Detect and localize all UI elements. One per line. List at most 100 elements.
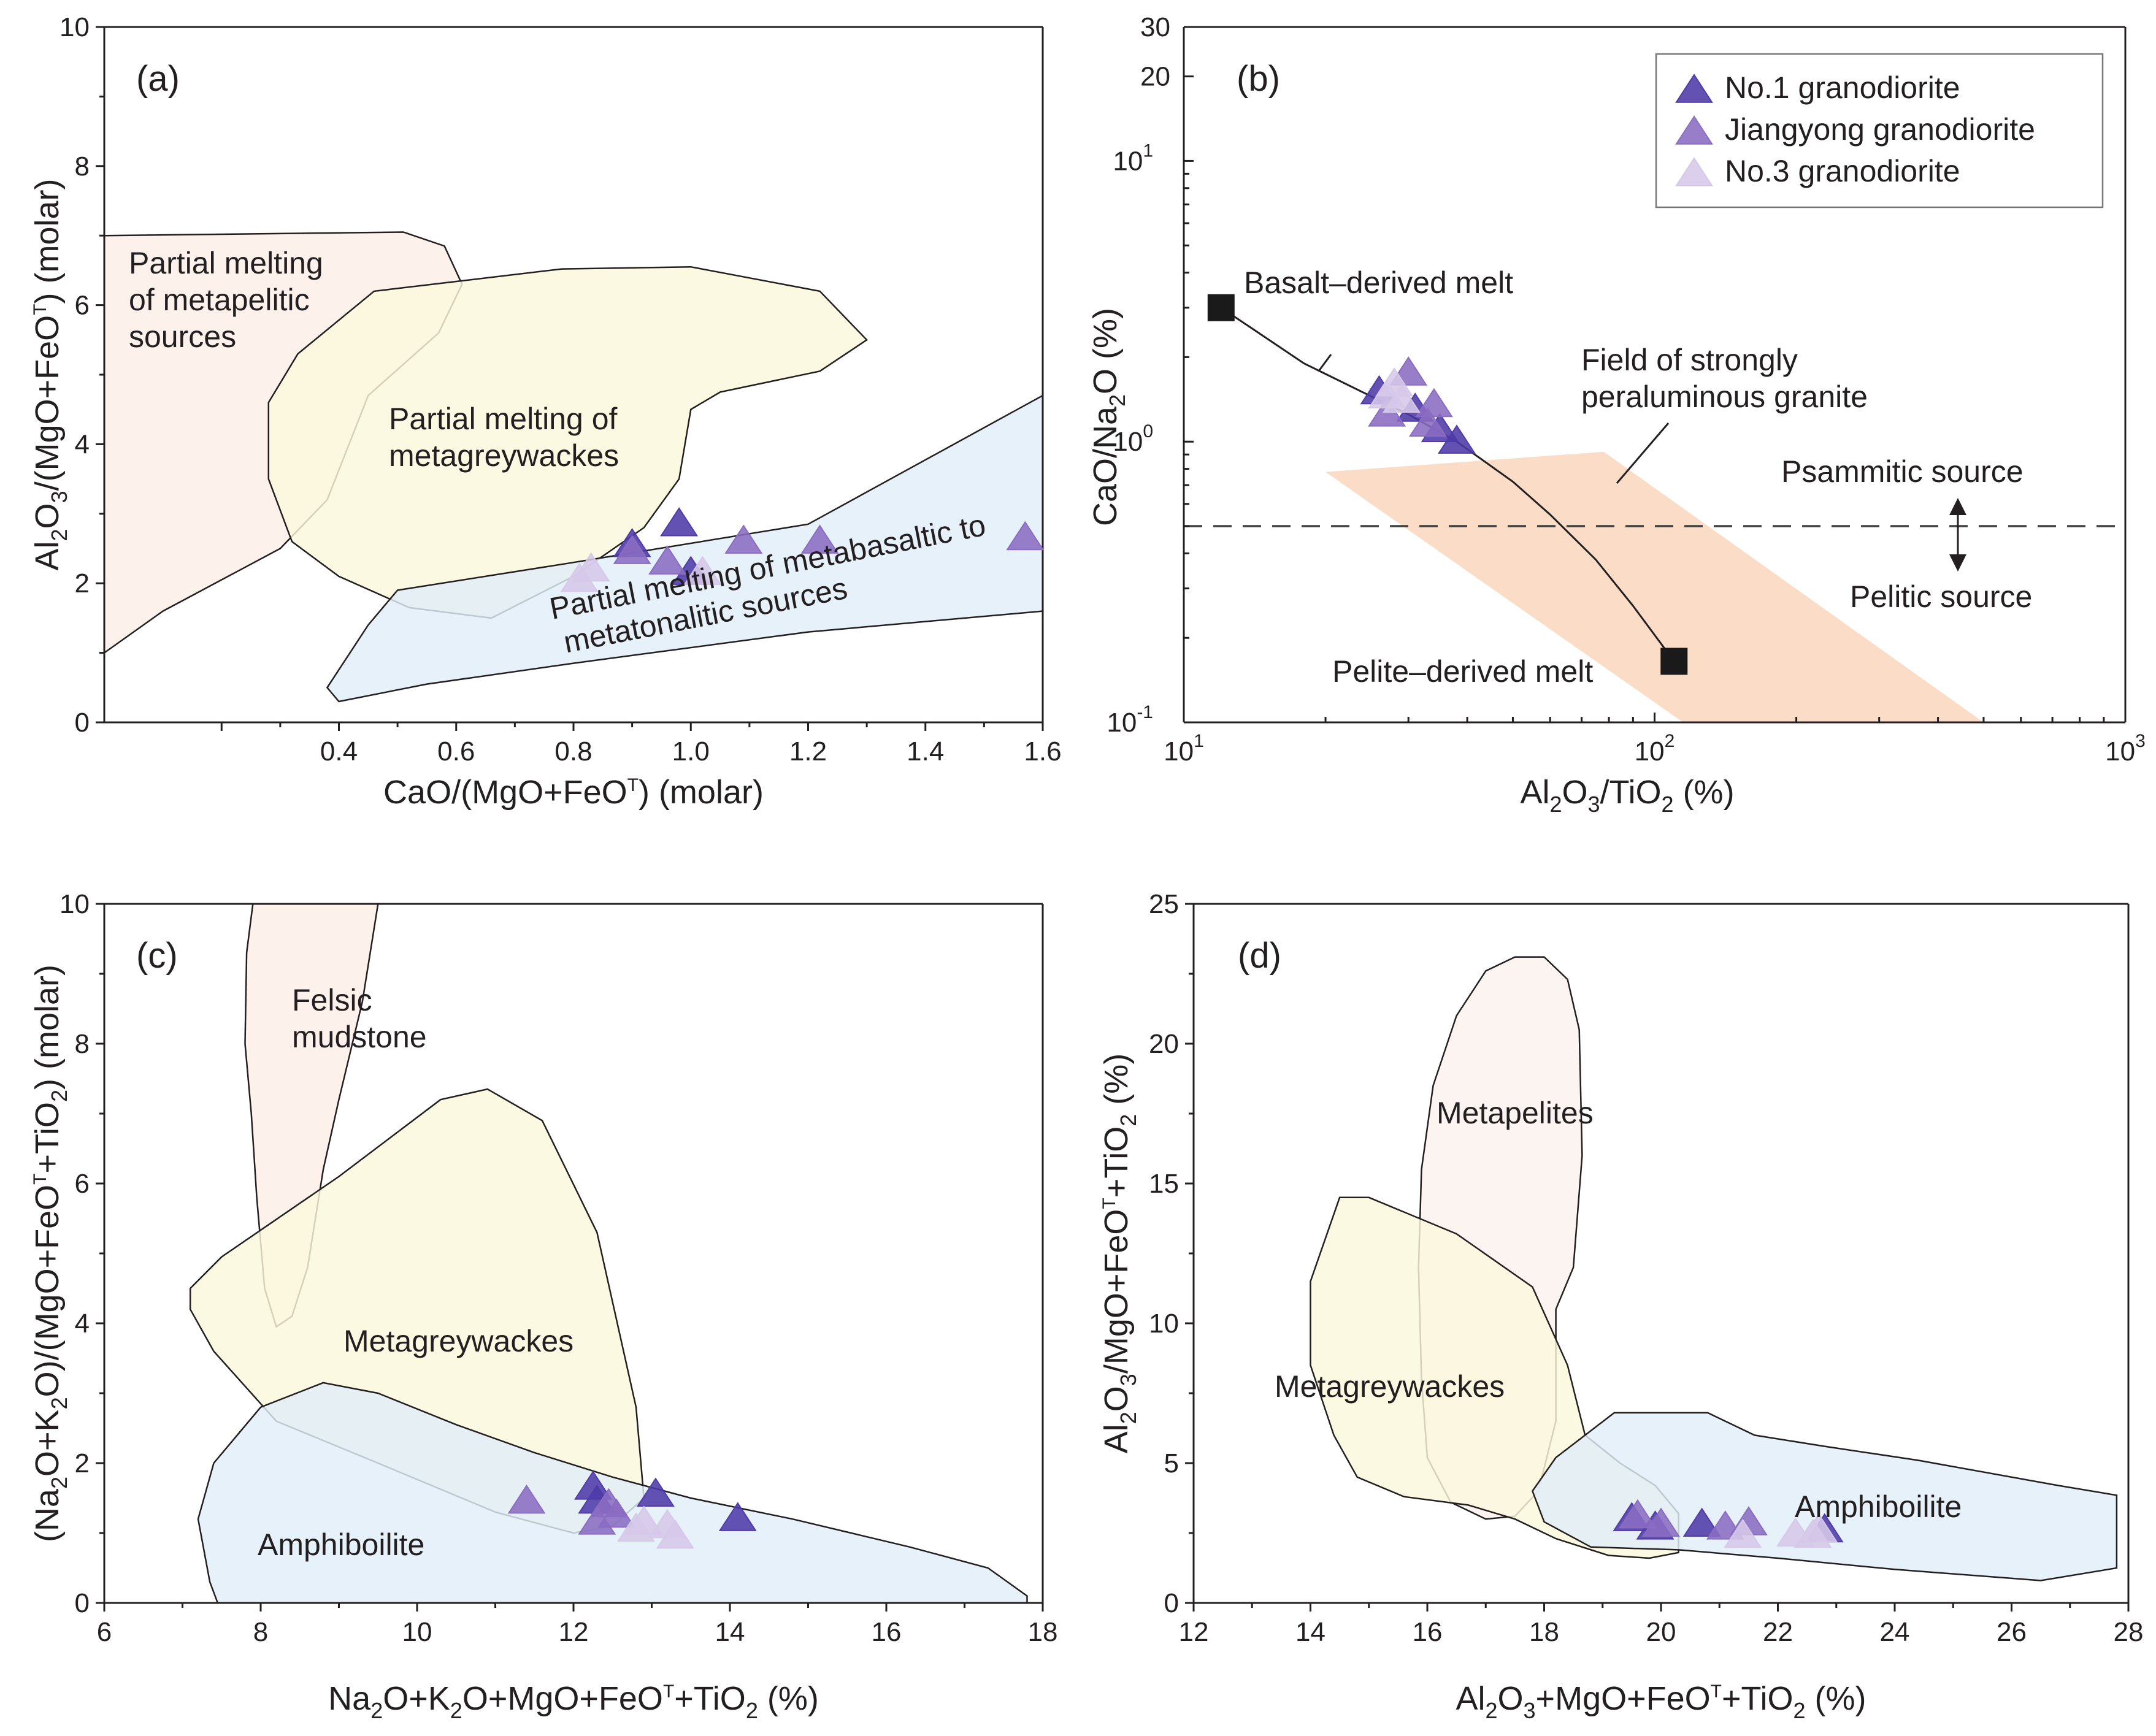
panel-d-ticks: 12 14 16 18 20 22 24 26 28 0 5 10 15 20 25	[1149, 889, 2143, 1647]
panel-d-y-tick-label: 25	[1149, 889, 1179, 919]
panel-c-y-tick-label: 6	[75, 1169, 90, 1199]
panel-a-points	[560, 507, 1045, 592]
panel-b-y-tick-label: 20	[1140, 62, 1170, 92]
panel-b-y-tick-exponent: 0	[1143, 421, 1153, 442]
panel-d-field-label-metapelites: Metapelites	[1437, 1096, 1594, 1130]
panel-c-x-tick-label: 6	[97, 1617, 112, 1647]
legend-label-2: No.3 granodiorite	[1725, 154, 1960, 188]
legend-marker-1	[1675, 115, 1713, 145]
panel-a-point-jiangyong	[800, 524, 839, 554]
panel-a-point-jiangyong	[1006, 521, 1045, 551]
panel-c-x-tick-label: 8	[253, 1617, 268, 1647]
panel-b-y-title: CaO/Na2O (%)	[1087, 308, 1130, 526]
panel-d-x-title: Al2O3+MgO+FeOT+TiO2 (%)	[1456, 1680, 1866, 1723]
panel-b-point-no3	[1382, 383, 1421, 413]
panel-d-field-label-amphiboilite: Amphiboilite	[1795, 1489, 1962, 1524]
panel-b-y-tick-label: 10-1	[1107, 702, 1153, 738]
panel-c-ticks: 6 8 10 12 14 16 18 0 2 4 6 8 10	[59, 889, 1057, 1647]
panel-b-field-label-peraluminous: Field of strongly peraluminous granite	[1581, 343, 1868, 414]
panel-c-points	[507, 1470, 757, 1549]
panel-c-field-label-metagreywacke: Metagreywackes	[343, 1324, 574, 1358]
panel-a-field-2	[326, 394, 1044, 703]
panel-d-fields	[1310, 956, 2118, 1581]
panel-b-x-tick-label: 101	[1164, 731, 1204, 767]
legend-label-1: Jiangyong granodiorite	[1725, 112, 2035, 147]
panel-c-y-tick-label: 0	[75, 1588, 90, 1618]
panel-a-x-title: CaO/(MgO+FeOT) (molar)	[383, 774, 764, 811]
panel-d-point-no3	[1724, 1518, 1762, 1548]
panel-a-point-no1	[660, 507, 699, 537]
panel-c-fields	[189, 903, 1028, 1604]
panel-b-y-tick-label: 101	[1113, 140, 1153, 176]
panel-c-y-tick-label: 8	[75, 1029, 90, 1059]
panel-b-x-tick-label: 102	[1635, 731, 1675, 767]
panel-d-x-tick-label: 20	[1646, 1617, 1676, 1647]
panel-d-x-tick-label: 28	[2114, 1617, 2144, 1647]
panel-b-x-tick-exponent: 2	[1665, 731, 1675, 751]
legend-marker-2	[1675, 157, 1713, 186]
panel-b-point-no1	[1438, 424, 1476, 454]
panel-c-point-no1	[718, 1502, 757, 1531]
panel-c-y-tick-label: 4	[75, 1309, 90, 1339]
panel-c-point-jiangyong	[507, 1484, 546, 1514]
panel-d-x-tick-label: 18	[1529, 1617, 1559, 1647]
panel-b-x-title: Al2O3/TiO2 (%)	[1520, 774, 1734, 817]
panel-d-x-tick-label: 14	[1295, 1617, 1325, 1647]
panel-d-point-jiangyong	[1618, 1499, 1657, 1529]
panel-b-source-arrow	[1949, 498, 1966, 572]
panel-c-x-title: Na2O+K2O+MgO+FeOT+TiO2 (%)	[328, 1680, 819, 1723]
legend-items: No.1 granodiorite Jiangyong granodiorite N…	[1675, 71, 2035, 188]
panel-d-points	[1613, 1499, 1844, 1548]
panel-a-y-title: Al2O3/(MgO+FeOT) (molar)	[29, 179, 72, 571]
panel-c-field-label-felsic: Felsic mudstone	[292, 983, 427, 1054]
panel-c-point-no1	[636, 1477, 675, 1507]
panel-c-label: (c)	[136, 936, 178, 976]
panel-d-x-tick-label: 24	[1880, 1617, 1910, 1647]
panel-b-x-tick-exponent: 3	[2135, 731, 2146, 751]
panel-a-point-no3	[683, 556, 722, 585]
panel-a-point-jiangyong	[613, 535, 651, 564]
panel-c-x-tick-label: 14	[715, 1617, 745, 1647]
panel-d-y-tick-label: 10	[1149, 1309, 1179, 1339]
panel-d-point-no3	[1800, 1513, 1838, 1543]
panel-c-y-tick-label: 10	[59, 889, 90, 919]
legend: No.1 granodiorite Jiangyong granodiorite N…	[1655, 53, 2104, 208]
panel-a-y-tick-label: 6	[75, 291, 90, 321]
panel-b-x-tick-label: 103	[2105, 731, 2146, 767]
panel-a-field-label-metapelitic: Partial melting of metapelitic sources	[129, 246, 332, 354]
panel-a-y-tick-label: 8	[75, 151, 90, 182]
panel-d-y-title: Al2O3/MgO+FeOT+TiO2 (%)	[1098, 1053, 1141, 1454]
panel-a-x-tick-label: 1.2	[789, 736, 827, 767]
panel-c-point-no3	[624, 1505, 663, 1535]
panel-a-x-tick-label: 1.0	[672, 736, 710, 767]
panel-a-y-tick-label: 4	[75, 429, 90, 459]
legend-label-0: No.1 granodiorite	[1725, 71, 1960, 105]
panel-d-field-2	[1531, 1412, 2118, 1581]
panel-b-curve-tick	[1318, 354, 1332, 372]
panel-b-field-peraluminous	[1325, 451, 1984, 722]
panel-b-y-tick-exponent: -1	[1137, 702, 1153, 722]
panel-c-y-tick-label: 2	[75, 1448, 90, 1478]
panel-b-pelitic-label: Pelitic source	[1850, 579, 2032, 614]
panel-c-y-title: (Na2O+K2O)/(MgO+FeOT+TiO2) (molar)	[29, 965, 72, 1542]
panel-c-point-jiangyong	[578, 1505, 616, 1535]
panel-d: 12 14 16 18 20 22 24 26 28 0 5 10 15 20 25 (d) Metapel…	[1098, 889, 2143, 1723]
panel-d-y-tick-label: 20	[1149, 1029, 1179, 1059]
panel-a: 0.4 0.6 0.8 1.0 1.2 1.4 1.6 0 2 4 6 8 10 (a) Partial…	[29, 12, 1062, 811]
panel-b-end-member-label-pelite: Pelite–derived melt	[1332, 654, 1593, 689]
panel-c-x-tick-label: 10	[402, 1617, 432, 1647]
panel-d-point-no1	[1682, 1507, 1721, 1537]
panel-a-x-tick-label: 1.4	[907, 736, 944, 767]
panel-a-ticks: 0.4 0.6 0.8 1.0 1.2 1.4 1.6 0 2 4 6 8 10	[59, 12, 1062, 767]
panel-a-y-tick-label: 0	[75, 708, 90, 738]
panel-b-point-jiangyong	[1414, 388, 1453, 418]
panel-a-y-tick-label: 2	[75, 568, 90, 598]
panel-c-field-label-amphiboilite: Amphiboilite	[258, 1528, 424, 1562]
panel-a-x-tick-label: 0.8	[554, 736, 592, 767]
panel-b-psammitic-label: Psammitic source	[1781, 454, 2024, 489]
panel-a-field-label-metagreywacke: Partial melting of metagreywackes	[389, 402, 626, 473]
legend-marker-0	[1675, 74, 1713, 103]
panel-b-mixing-curve	[1220, 307, 1675, 662]
panel-c-point-no3	[656, 1519, 694, 1549]
